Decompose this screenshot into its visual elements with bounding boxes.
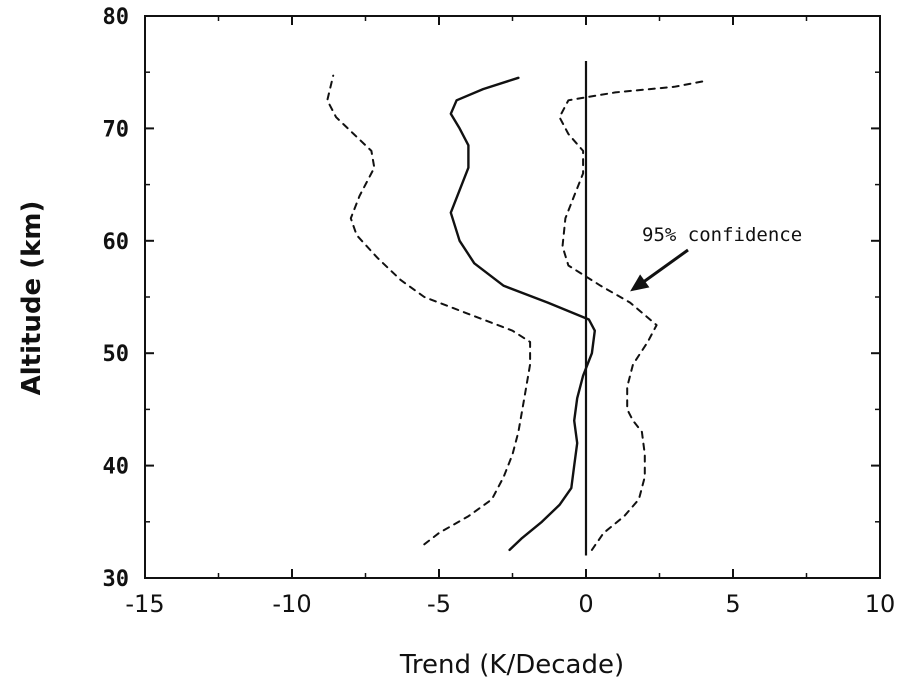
y-tick-label: 40 bbox=[103, 455, 130, 480]
confidence-annotation: 95% confidence bbox=[642, 224, 802, 246]
confidence-bound-line-2 bbox=[558, 80, 705, 551]
y-axis-label: Altitude (km) bbox=[17, 201, 47, 396]
tick-marks bbox=[144, 15, 881, 579]
y-tick-label: 30 bbox=[103, 567, 130, 592]
x-tick-label: 0 bbox=[578, 590, 593, 618]
trend-line bbox=[449, 76, 596, 552]
x-tick-label: 10 bbox=[865, 590, 896, 618]
plot-frame bbox=[144, 15, 881, 579]
x-tick-label: -10 bbox=[272, 590, 311, 618]
tick-labels: -15 -10 -5 0 5 10 30 40 50 60 70 80 bbox=[103, 5, 896, 618]
confidence-bound-line-1 bbox=[326, 74, 532, 546]
plot-border bbox=[144, 15, 881, 579]
y-tick-label: 80 bbox=[103, 5, 130, 30]
annotation-arrow bbox=[630, 248, 689, 292]
series-lines bbox=[326, 60, 705, 556]
annotation-arrow-head bbox=[630, 274, 650, 292]
y-tick-label: 70 bbox=[103, 117, 130, 142]
x-axis-label: Trend (K/Decade) bbox=[399, 650, 624, 680]
x-tick-label: -15 bbox=[125, 590, 164, 618]
x-tick-label: 5 bbox=[725, 590, 740, 618]
y-tick-label: 60 bbox=[103, 230, 130, 255]
annotation-arrow-shaft bbox=[639, 248, 689, 286]
x-tick-label: -5 bbox=[427, 590, 451, 618]
y-tick-label: 50 bbox=[103, 342, 130, 367]
